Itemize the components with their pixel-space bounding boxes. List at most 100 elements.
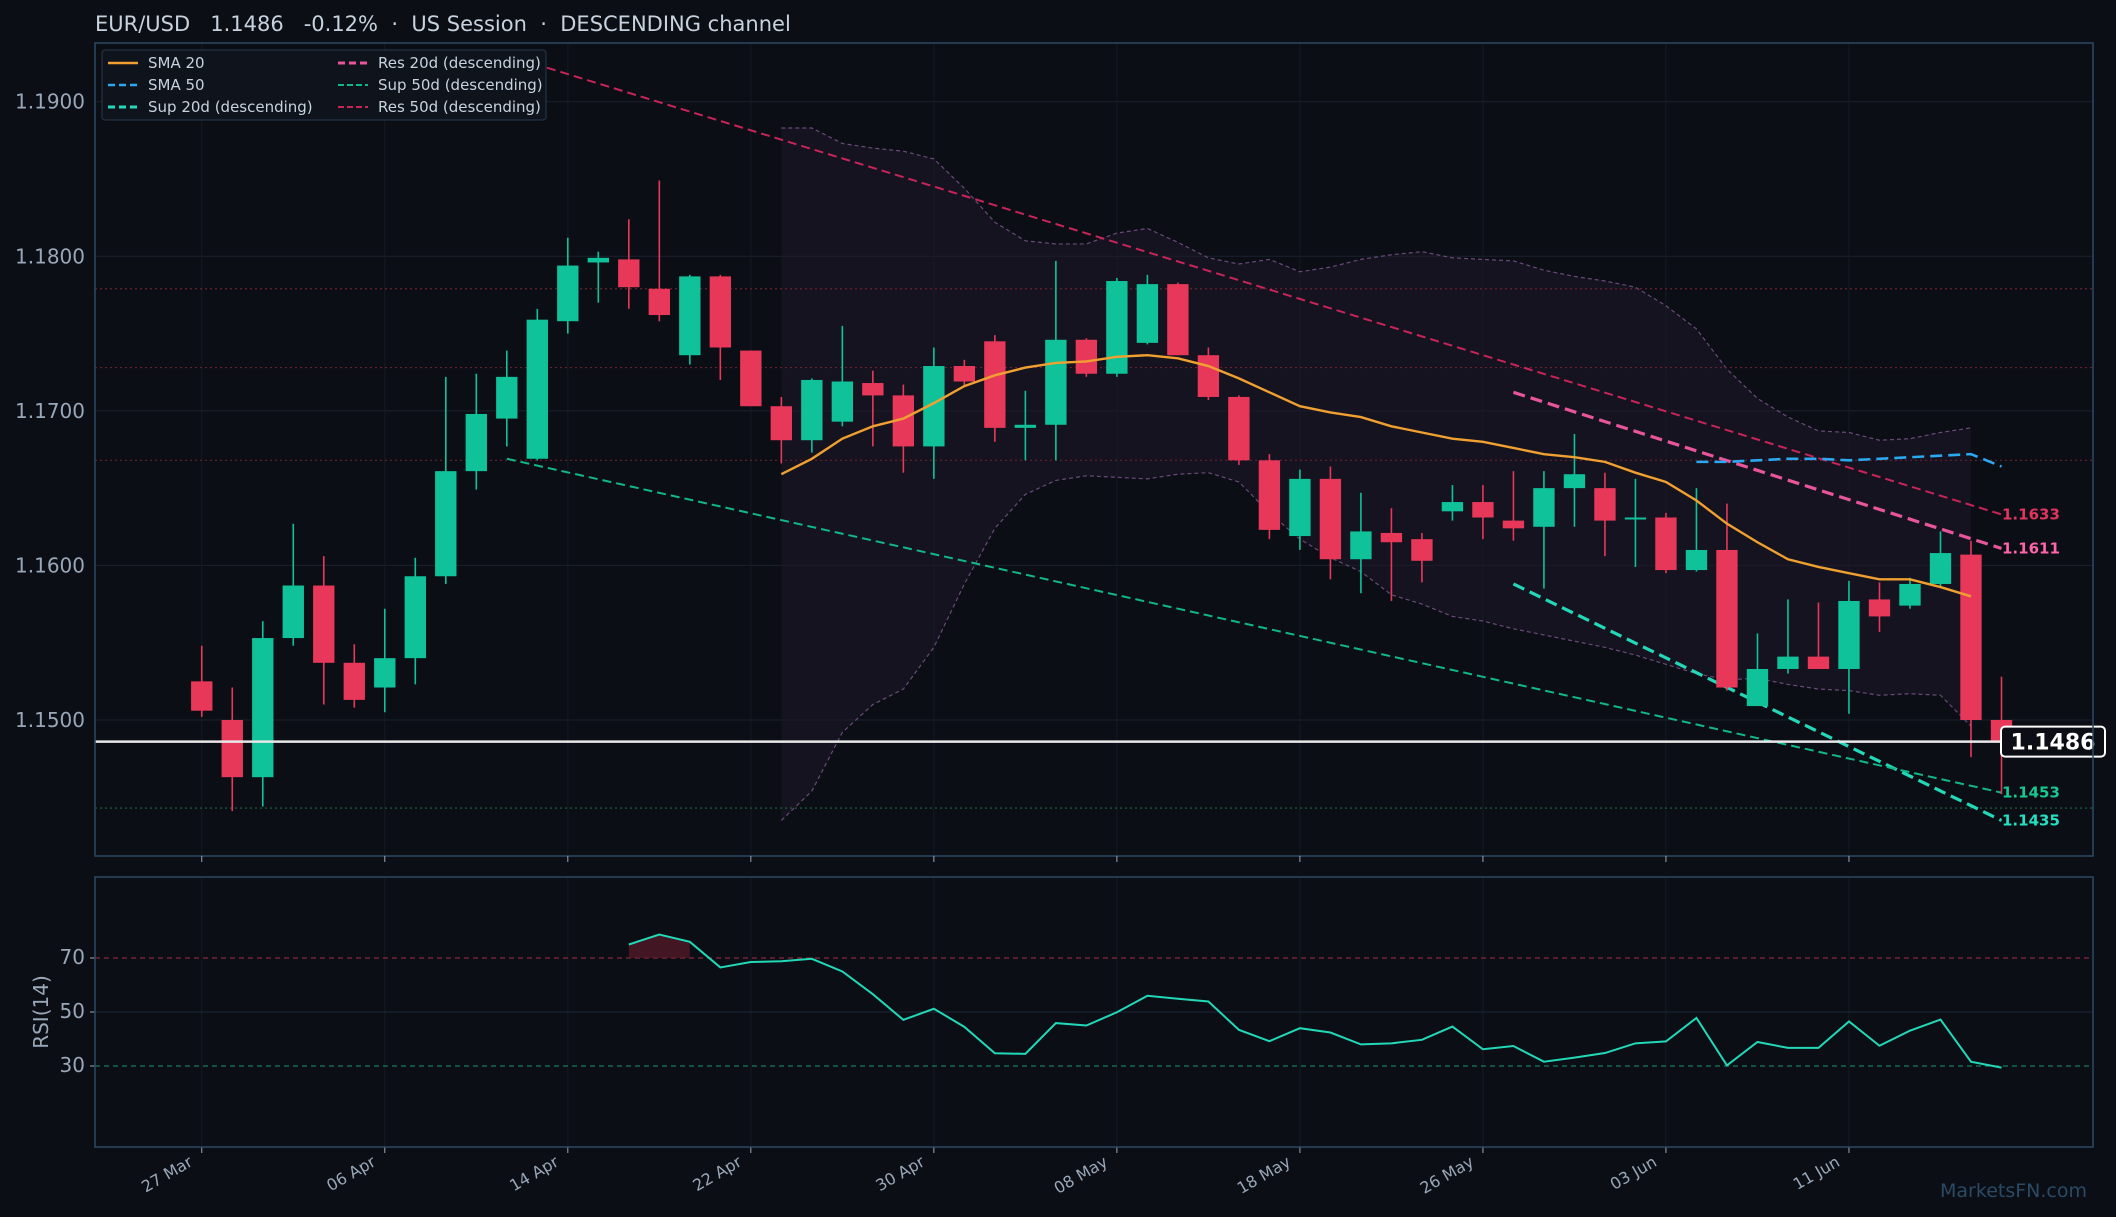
candle <box>862 370 884 447</box>
legend-box <box>101 49 547 121</box>
candle-body <box>923 366 945 447</box>
candle <box>1594 472 1616 557</box>
level-label: 1.1435 <box>2002 811 2060 829</box>
price-panel-border <box>94 42 2094 857</box>
rsi-panel: 27 Mar 06 Apr 14 Apr 22 Apr 30 Apr 08 May 18 M… <box>29 876 2094 1198</box>
candle-body <box>1380 532 1403 543</box>
candle <box>1624 478 1647 567</box>
candle-body <box>984 341 1006 428</box>
candle-body <box>1197 355 1220 397</box>
candle-body <box>740 350 762 407</box>
candle-body <box>1258 460 1281 530</box>
price-y-tick-label: 1.1700 <box>15 399 85 423</box>
candle-body <box>1746 668 1769 707</box>
candle-body <box>1106 281 1128 374</box>
candle-body <box>1411 539 1433 561</box>
candle <box>1807 602 1830 669</box>
x-tick-label: 14 Apr <box>506 1152 562 1195</box>
candle <box>1197 347 1220 401</box>
candle-body <box>1929 553 1952 584</box>
candle-body <box>1136 284 1159 343</box>
x-tick-label: 08 May <box>1051 1152 1111 1198</box>
candle <box>1167 282 1189 356</box>
price-panel: 1.1500 1.1600 1.1700 1.1800 1.1900 1.1486 1.16… <box>15 42 2106 862</box>
level-label: 1.1453 <box>2002 784 2060 802</box>
candle-body <box>618 259 640 288</box>
candle-body <box>1472 502 1494 518</box>
candle-body <box>1868 599 1891 617</box>
candle-body <box>282 585 304 639</box>
candle-body <box>374 658 396 688</box>
level-label: 1.1611 <box>2002 539 2060 557</box>
candle-body <box>557 265 579 322</box>
candle-body <box>587 257 609 263</box>
candle <box>740 350 762 407</box>
candle-body <box>221 719 243 778</box>
candle <box>1075 338 1098 377</box>
x-tick-label: 27 Mar <box>138 1152 196 1196</box>
trendline <box>506 54 2002 516</box>
legend-item: SMA 20 <box>108 54 205 72</box>
candle-body <box>435 471 457 577</box>
candle <box>557 237 579 334</box>
candle-body <box>1624 517 1647 520</box>
x-tick-label: 26 May <box>1417 1152 1477 1198</box>
rsi-y-tick-label: 30 <box>60 1053 85 1077</box>
candle <box>313 556 335 705</box>
legend-item: Res 20d (descending) <box>338 54 541 72</box>
candle-body <box>1777 656 1799 669</box>
candle-body <box>191 681 213 711</box>
candle <box>465 373 487 490</box>
candle-body <box>770 406 793 441</box>
candle-body <box>252 638 274 778</box>
candle <box>1258 454 1281 540</box>
candle <box>1136 274 1159 345</box>
candle <box>709 274 732 380</box>
candle <box>1929 531 1952 588</box>
candle <box>435 376 457 584</box>
candle-body <box>892 395 915 447</box>
legend-label: Res 20d (descending) <box>378 54 541 72</box>
candle <box>1899 577 1921 609</box>
legend-item: Sup 50d (descending) <box>338 76 543 94</box>
rsi-y-axis-label: RSI(14) <box>29 975 53 1049</box>
candle <box>679 274 701 365</box>
price-y-tick-label: 1.1800 <box>15 244 85 268</box>
candle <box>587 251 609 303</box>
trendline <box>506 457 2002 794</box>
candle-body <box>801 379 823 441</box>
last-price-label: 1.1486 <box>2011 731 2096 756</box>
candle <box>191 645 213 717</box>
x-tick-label: 22 Apr <box>689 1152 745 1195</box>
candle <box>1441 485 1464 521</box>
legend: SMA 20 Res 20d (descending) SMA 50 Sup 50d … <box>101 49 547 121</box>
candle-body <box>404 576 426 659</box>
rsi-y-tick-label: 50 <box>60 999 85 1023</box>
candle <box>1563 434 1586 527</box>
candle-body <box>1045 339 1067 425</box>
candle <box>221 687 243 812</box>
candle <box>1350 492 1372 594</box>
candle-body <box>679 276 701 356</box>
candle <box>618 219 640 309</box>
sma20-line <box>780 354 1972 598</box>
legend-label: Sup 20d (descending) <box>148 98 313 116</box>
candle <box>1533 471 1555 589</box>
candle-body <box>1075 339 1098 374</box>
bollinger-lower-line <box>780 472 1972 821</box>
candle <box>1685 488 1708 572</box>
candle-body <box>1838 600 1860 669</box>
candle <box>1014 390 1037 461</box>
candle-body <box>343 662 365 700</box>
candle <box>1502 471 1525 541</box>
candle <box>1228 395 1250 465</box>
candle <box>1045 260 1067 461</box>
candle <box>770 396 793 464</box>
candle <box>1319 466 1342 580</box>
candle <box>1777 599 1799 674</box>
legend-label: SMA 50 <box>148 76 205 94</box>
candle-body <box>1350 531 1372 560</box>
rsi-line <box>628 933 2002 1069</box>
candle <box>343 644 365 708</box>
